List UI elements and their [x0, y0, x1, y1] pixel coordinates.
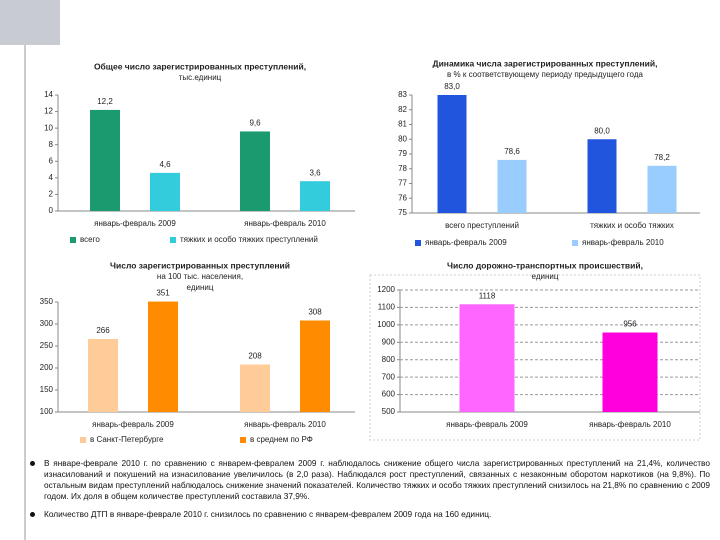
x-tick-label: январь-февраль 2009 [92, 420, 174, 429]
value-label: 78,2 [654, 153, 670, 162]
value-label: 9,6 [249, 119, 261, 128]
y-tick-label: 75 [398, 208, 407, 217]
y-tick-label: 6 [49, 156, 54, 165]
bar [437, 95, 467, 213]
y-tick-label: 100 [40, 407, 54, 416]
y-tick-label: 250 [40, 341, 54, 350]
bar [240, 131, 270, 211]
chart-title: Число зарегистрированных преступлений [110, 260, 290, 270]
chart-title: единиц [532, 272, 559, 281]
y-tick-label: 2 [49, 190, 54, 199]
bar [459, 304, 515, 412]
y-tick-label: 600 [382, 390, 396, 399]
value-label: 956 [623, 320, 637, 329]
x-tick-label: январь-февраль 2010 [589, 420, 671, 429]
y-tick-label: 1000 [377, 320, 395, 329]
y-tick-label: 1100 [378, 303, 396, 312]
legend-swatch [70, 237, 76, 243]
y-tick-label: 4 [49, 173, 54, 182]
value-label: 3,6 [309, 168, 321, 177]
y-tick-label: 79 [398, 149, 407, 158]
y-tick-label: 80 [398, 134, 407, 143]
y-tick-label: 12 [44, 107, 53, 116]
chart-title: единиц [187, 283, 214, 292]
y-tick-label: 81 [398, 120, 407, 129]
y-tick-label: 1200 [377, 285, 395, 294]
legend-swatch [80, 437, 86, 443]
value-label: 1118 [479, 291, 496, 300]
x-tick-label: всего преступлений [445, 221, 519, 230]
chart-title: на 100 тыс. населения, [157, 272, 243, 281]
value-label: 80,0 [594, 126, 610, 135]
legend-label: тяжких и особо тяжких преступлений [180, 235, 318, 244]
y-tick-label: 8 [49, 140, 54, 149]
y-tick-label: 700 [382, 372, 396, 381]
legend-label: январь-февраль 2010 [582, 238, 664, 247]
chart-title: Общее число зарегистрированных преступле… [94, 61, 306, 71]
y-tick-label: 83 [398, 90, 407, 99]
chart-title: Число дорожно-транспортных происшествий, [447, 260, 643, 270]
bar [587, 139, 617, 213]
chart-title: тыс.единиц [179, 73, 222, 82]
bullet: В январе-феврале 2010 г. по сравнению с … [30, 458, 710, 502]
bar [90, 109, 120, 211]
bar [88, 338, 118, 412]
y-tick-label: 0 [49, 206, 54, 215]
bar [240, 364, 270, 412]
value-label: 83,0 [444, 82, 460, 91]
y-tick-label: 200 [40, 363, 54, 372]
bar [150, 172, 180, 211]
x-tick-label: январь-февраль 2010 [244, 420, 326, 429]
legend-swatch [240, 437, 246, 443]
value-label: 266 [96, 326, 110, 335]
y-tick-label: 500 [382, 407, 396, 416]
chart-frame [369, 274, 701, 441]
y-tick-label: 800 [382, 355, 396, 364]
legend-label: январь-февраль 2009 [425, 238, 507, 247]
y-tick-label: 300 [40, 319, 54, 328]
calculator-photo [0, 0, 60, 45]
x-tick-label: январь-февраль 2009 [94, 219, 176, 228]
y-tick-label: 77 [398, 179, 407, 188]
x-tick-label: январь-февраль 2010 [244, 219, 326, 228]
bar [300, 181, 330, 211]
bar [647, 165, 677, 213]
y-tick-label: 14 [44, 90, 53, 99]
bullet: Количество ДТП в январе-феврале 2010 г. … [30, 509, 710, 520]
value-label: 351 [156, 289, 170, 298]
bar [300, 320, 330, 412]
value-label: 208 [248, 352, 262, 361]
legend-swatch [415, 240, 421, 246]
bar [148, 301, 178, 412]
value-label: 12,2 [97, 97, 113, 106]
bullets: В январе-феврале 2010 г. по сравнению с … [30, 458, 710, 527]
legend-swatch [170, 237, 176, 243]
x-tick-label: январь-февраль 2009 [446, 420, 528, 429]
bar [497, 159, 527, 213]
y-tick-label: 76 [398, 193, 407, 202]
value-label: 308 [308, 308, 322, 317]
y-tick-label: 82 [398, 105, 407, 114]
value-label: 78,6 [504, 147, 520, 156]
legend-label: в среднем по РФ [250, 435, 313, 444]
y-tick-label: 78 [398, 164, 407, 173]
legend-label: в Санкт-Петербурге [90, 435, 164, 444]
y-tick-label: 150 [40, 385, 54, 394]
y-tick-label: 350 [40, 297, 54, 306]
value-label: 4,6 [159, 160, 171, 169]
chart-title: в % к соответствующему периоду предыдуще… [447, 70, 643, 79]
x-tick-label: тяжких и особо тяжких [590, 221, 674, 230]
bar [602, 332, 658, 412]
legend-label: всего [80, 235, 100, 244]
y-tick-label: 900 [382, 337, 396, 346]
legend-swatch [572, 240, 578, 246]
y-tick-label: 10 [44, 123, 53, 132]
chart-title: Динамика числа зарегистрированных престу… [433, 58, 658, 68]
